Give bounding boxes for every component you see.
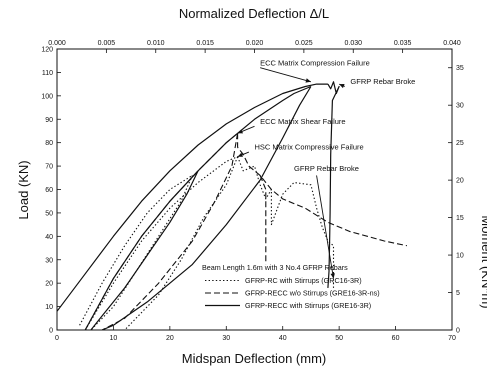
y-tick-label: 20 [45,281,53,288]
y-tick-label: 90 [45,117,53,124]
legend-title: Beam Length 1.6m with 3 No.4 GFRP Rebars [202,263,348,272]
annotation-label: ECC Matrix Compression Failure [260,58,370,67]
y-tick-label: 50 [45,210,53,217]
series-line [237,133,408,247]
bottom-axis-ticks: 0 10 20 30 40 50 60 70 [55,326,456,342]
y2-tick-label: 25 [456,140,464,147]
annotation-layer: ECC Matrix Compression Failure GFRP Rebar… [237,58,415,279]
x-tick-label: 20 [166,335,174,342]
y-axis-title: Load (KN) [16,160,31,219]
series-line [79,174,193,326]
x-axis-title: Midspan Deflection (mm) [182,351,327,366]
x-tick-label: 40 [279,335,287,342]
y-tick-label: 30 [45,257,53,264]
x2-tick-label: 0.005 [98,40,116,47]
x2-tick-label: 0.025 [295,40,313,47]
legend-entry: GFRP-RECC with Stirrups (GRE16-3R) [245,301,371,310]
series-line [237,156,335,288]
x2-tick-label: 0.035 [394,40,412,47]
annotation-arrow [316,175,334,279]
x-tick-label: 0 [55,335,59,342]
y2-axis-title: Moment (KN*m) [479,215,487,308]
y2-tick-label: 20 [456,178,464,185]
series-line [90,175,193,331]
plot-frame [56,48,453,331]
x2-tick-label: 0.000 [48,40,66,47]
annotation-arrow [260,67,312,83]
left-axis-ticks: 0 10 20 30 40 50 60 70 80 90 100 110 120 [41,47,61,335]
annotation-arrowhead [339,84,345,89]
y-tick-label: 110 [42,70,53,77]
x2-tick-label: 0.020 [246,40,264,47]
x-tick-label: 70 [448,335,456,342]
y2-tick-label: 5 [456,290,460,297]
annotation-arrowhead [305,78,311,83]
y2-tick-label: 10 [456,253,464,260]
annotation-label: HSC Matrix Compressive Failure [255,143,364,152]
right-axis-ticks: 0 5 10 15 20 25 30 35 [448,65,464,335]
series-line [84,156,238,331]
x2-tick-label: 0.030 [344,40,362,47]
x-tick-label: 10 [110,335,118,342]
y-tick-label: 120 [41,47,53,54]
top-axis-ticks: 0.000 0.005 0.010 0.015 0.020 0.025 0.030 0.035… [48,40,461,53]
y-tick-label: 100 [41,93,53,100]
annotation-label: ECC Matrix Shear Failure [260,117,345,126]
x2-tick-label: 0.015 [196,40,214,47]
series-layer [56,81,408,331]
x-tick-label: 50 [335,335,343,342]
y-tick-label: 80 [45,140,53,147]
annotation-arrowhead [330,273,335,279]
series-line [259,175,267,265]
y2-tick-label: 35 [456,65,464,72]
series-line [101,86,312,331]
y-tick-label: 10 [45,304,53,311]
series-line [84,85,312,331]
y-tick-label: 70 [45,164,53,171]
y-tick-label: 40 [45,234,53,241]
y2-tick-label: 0 [456,328,460,335]
series-line [56,83,328,312]
x2-tick-label: 0.010 [147,40,165,47]
y2-tick-label: 15 [456,215,464,222]
legend-entry: GFRP-RECC w/o Stirrups (GRE16-3R-ns) [245,289,380,298]
series-dotted [79,156,335,331]
series-line [124,156,239,331]
annotation-label: GFRP Rebar Broke [294,164,359,173]
annotation-arrowhead [237,129,243,134]
legend: Beam Length 1.6m with 3 No.4 GFRP Rebars… [202,263,380,310]
annotation-label: GFRP Rebar Broke [350,77,415,86]
annotation-arrowhead [237,152,243,157]
series-solid [56,81,340,331]
chart-title: Normalized Deflection Δ/L [179,6,329,21]
x-tick-label: 60 [392,335,400,342]
x2-tick-label: 0.040 [443,40,461,47]
y-tick-label: 0 [49,328,53,335]
series-line [101,133,239,331]
y-tick-label: 60 [45,187,53,194]
legend-entry: GFRP-RC with Stirrups (GRC16-3R) [245,276,362,285]
series-line [84,132,238,331]
y2-tick-label: 30 [456,103,464,110]
series-line [90,170,199,331]
x-tick-label: 30 [222,335,230,342]
